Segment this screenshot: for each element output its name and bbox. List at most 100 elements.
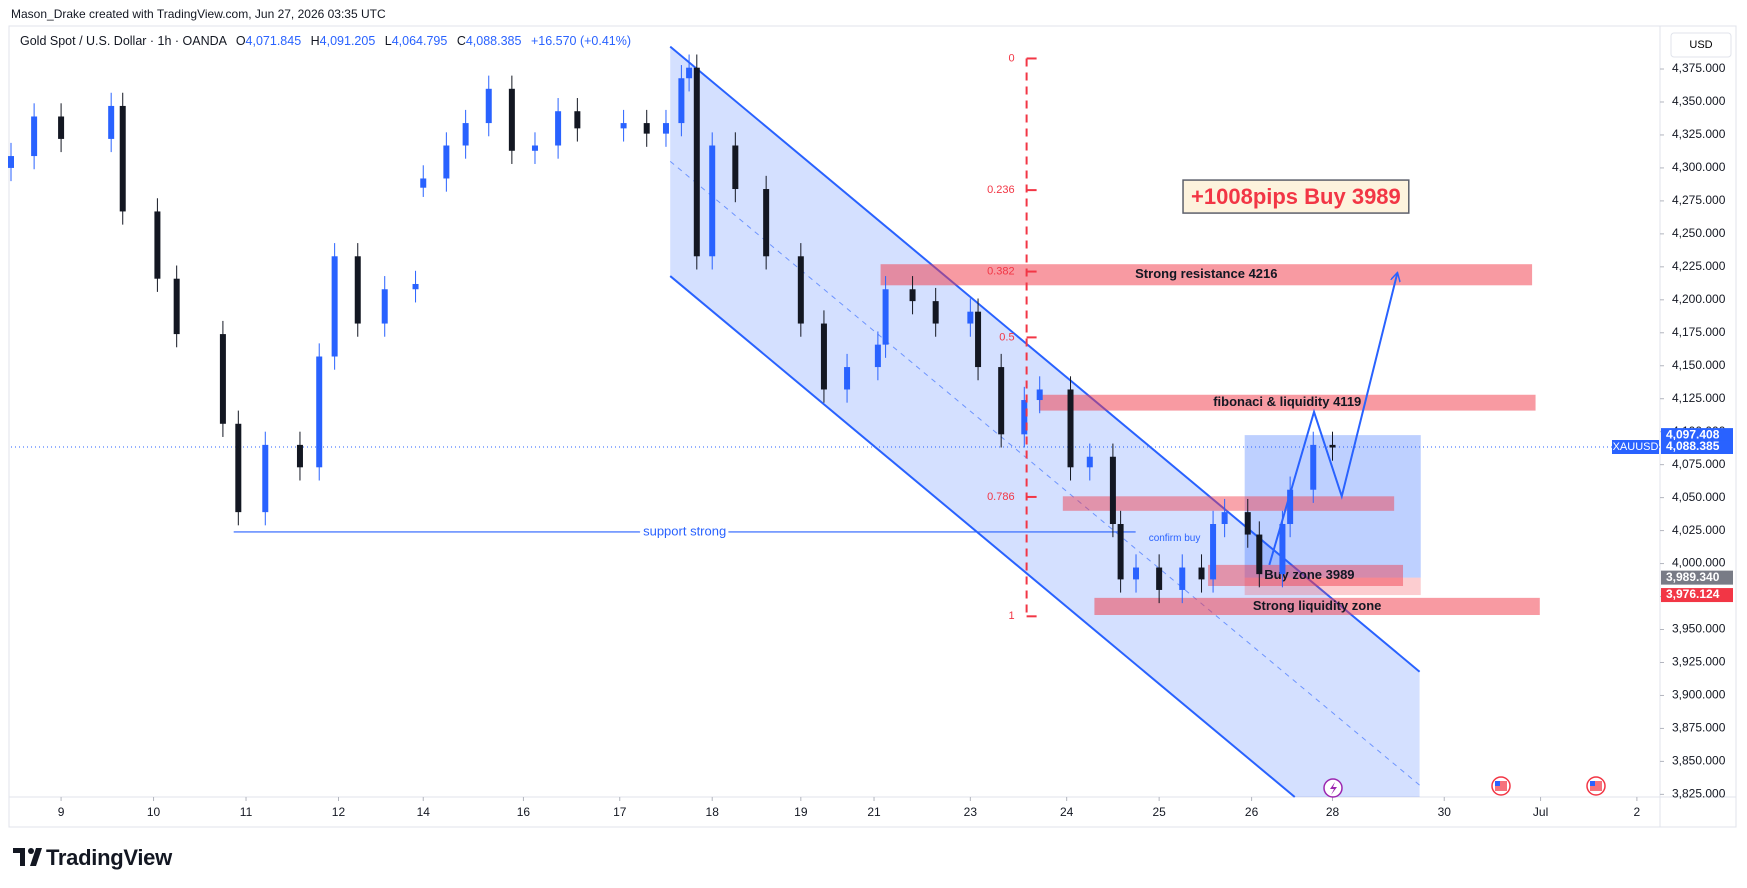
ohlc-key: O: [235, 34, 246, 48]
channel-middle: [669, 160, 1420, 786]
confirm-label: confirm buy: [1149, 533, 1201, 544]
candle-body: [154, 211, 161, 279]
candle-body: [662, 123, 669, 134]
zone-label: Strong liquidity zone: [1253, 598, 1382, 613]
x-tick-label: 30: [1438, 805, 1452, 819]
symbol-tag-label: XAUUSD: [1613, 441, 1659, 453]
x-tick-label: 23: [964, 805, 978, 819]
candle-body: [443, 145, 450, 179]
channel-fill: [670, 46, 1420, 798]
candle-body: [998, 367, 1005, 435]
price-tag: [1661, 428, 1733, 443]
y-tick-label: 4,050.000: [1672, 490, 1726, 504]
candle-body: [508, 88, 515, 151]
candle-body: [1244, 512, 1251, 535]
y-tick-label: 4,225.000: [1672, 259, 1726, 273]
x-tick-label: 25: [1152, 805, 1166, 819]
x-tick-label: 16: [517, 805, 531, 819]
price-tag: [1661, 588, 1733, 603]
symbol-tag: [1612, 440, 1659, 455]
zone-label: Strong resistance 4216: [1135, 266, 1277, 281]
price-tag: [1661, 440, 1733, 455]
projection: [1268, 273, 1397, 566]
candle-body: [354, 256, 361, 324]
candle-body: [412, 283, 419, 290]
y-tick-label: 3,900.000: [1672, 688, 1726, 702]
currency: USD: [1689, 39, 1712, 51]
candle-body: [1279, 524, 1286, 575]
y-tick-label: 4,125.000: [1672, 391, 1726, 405]
zone: [1094, 597, 1540, 616]
zone-label: Buy zone 3989: [1264, 567, 1354, 582]
candle-body: [420, 178, 427, 188]
price-tag: [1661, 570, 1733, 585]
candle-body: [1067, 389, 1074, 468]
fib-label: 0.5: [999, 331, 1014, 343]
event-flag-stripes: [1495, 781, 1507, 791]
x-tick-label: 9: [58, 805, 65, 819]
candle-body: [262, 444, 269, 513]
x-tick-label: 19: [794, 805, 808, 819]
x-tick-label: 10: [147, 805, 161, 819]
candle-body: [8, 156, 14, 168]
candle-body: [1156, 567, 1163, 590]
brand-logo-dot: [28, 848, 34, 854]
support-label: support strong: [643, 523, 726, 538]
candle-body: [58, 116, 65, 139]
callout-box: [1182, 179, 1410, 214]
candle-body: [732, 145, 739, 190]
event-flag-canton: [1495, 781, 1500, 786]
candle-body: [485, 88, 492, 124]
candle-body: [909, 289, 916, 302]
candle-body: [1036, 389, 1043, 401]
candle-body: [820, 323, 827, 390]
ohlc-key: H: [310, 34, 320, 48]
candle-body: [1198, 567, 1205, 580]
candle-body: [643, 123, 650, 134]
y-tick-label: 3,950.000: [1672, 622, 1726, 636]
x-tick-label: 24: [1060, 805, 1074, 819]
candle-body: [620, 123, 627, 129]
x-tick-label: 18: [706, 805, 720, 819]
candle-body: [331, 256, 338, 357]
y-tick-label: 4,025.000: [1672, 523, 1726, 537]
candle-body: [1287, 489, 1294, 525]
change: +16.570 (+0.41%): [530, 34, 632, 48]
candle-body: [1221, 512, 1228, 525]
legend: Gold Spot / U.S. Dollar · 1h · OANDA O 4,…: [20, 34, 631, 48]
candle-body: [108, 105, 115, 139]
x-tick-label: Jul: [1533, 805, 1548, 819]
event-flag-stripes: [1590, 781, 1602, 791]
candle-body: [693, 67, 700, 257]
candle-body: [882, 289, 889, 345]
ohlc-value: 4,088.385: [465, 34, 522, 48]
candle-body: [967, 311, 974, 324]
y-tick-label: 4,075.000: [1672, 457, 1726, 471]
candle-body: [1021, 400, 1028, 435]
y-tick-label: 3,875.000: [1672, 721, 1726, 735]
y-tick-label: 4,375.000: [1672, 61, 1726, 75]
candle-body: [235, 423, 242, 513]
price-tag-label: 4,097.408: [1666, 427, 1720, 441]
y-tick-label: 3,850.000: [1672, 754, 1726, 768]
x-tick-label: 2: [1634, 805, 1641, 819]
y-tick-label: 4,300.000: [1672, 160, 1726, 174]
candle-body: [219, 334, 226, 424]
x-tick-label: 14: [417, 805, 431, 819]
frame: [8, 25, 1737, 828]
candle-body: [975, 311, 982, 368]
price-tag-label: 4,088.385: [1666, 439, 1720, 453]
candle-body: [574, 111, 581, 129]
y-tick-label: 4,175.000: [1672, 325, 1726, 339]
x-tick-label: 12: [332, 805, 346, 819]
position-stop: [1244, 577, 1421, 596]
fib-label: 0.382: [987, 265, 1015, 277]
candle-body: [462, 123, 469, 146]
zone: [880, 264, 1533, 286]
instrument: Gold Spot / U.S. Dollar · 1h · OANDA: [20, 34, 227, 48]
currency-box: [1670, 32, 1732, 58]
candle-body: [31, 116, 38, 157]
ohlc-key: C: [456, 34, 466, 48]
zone: [1038, 394, 1536, 411]
